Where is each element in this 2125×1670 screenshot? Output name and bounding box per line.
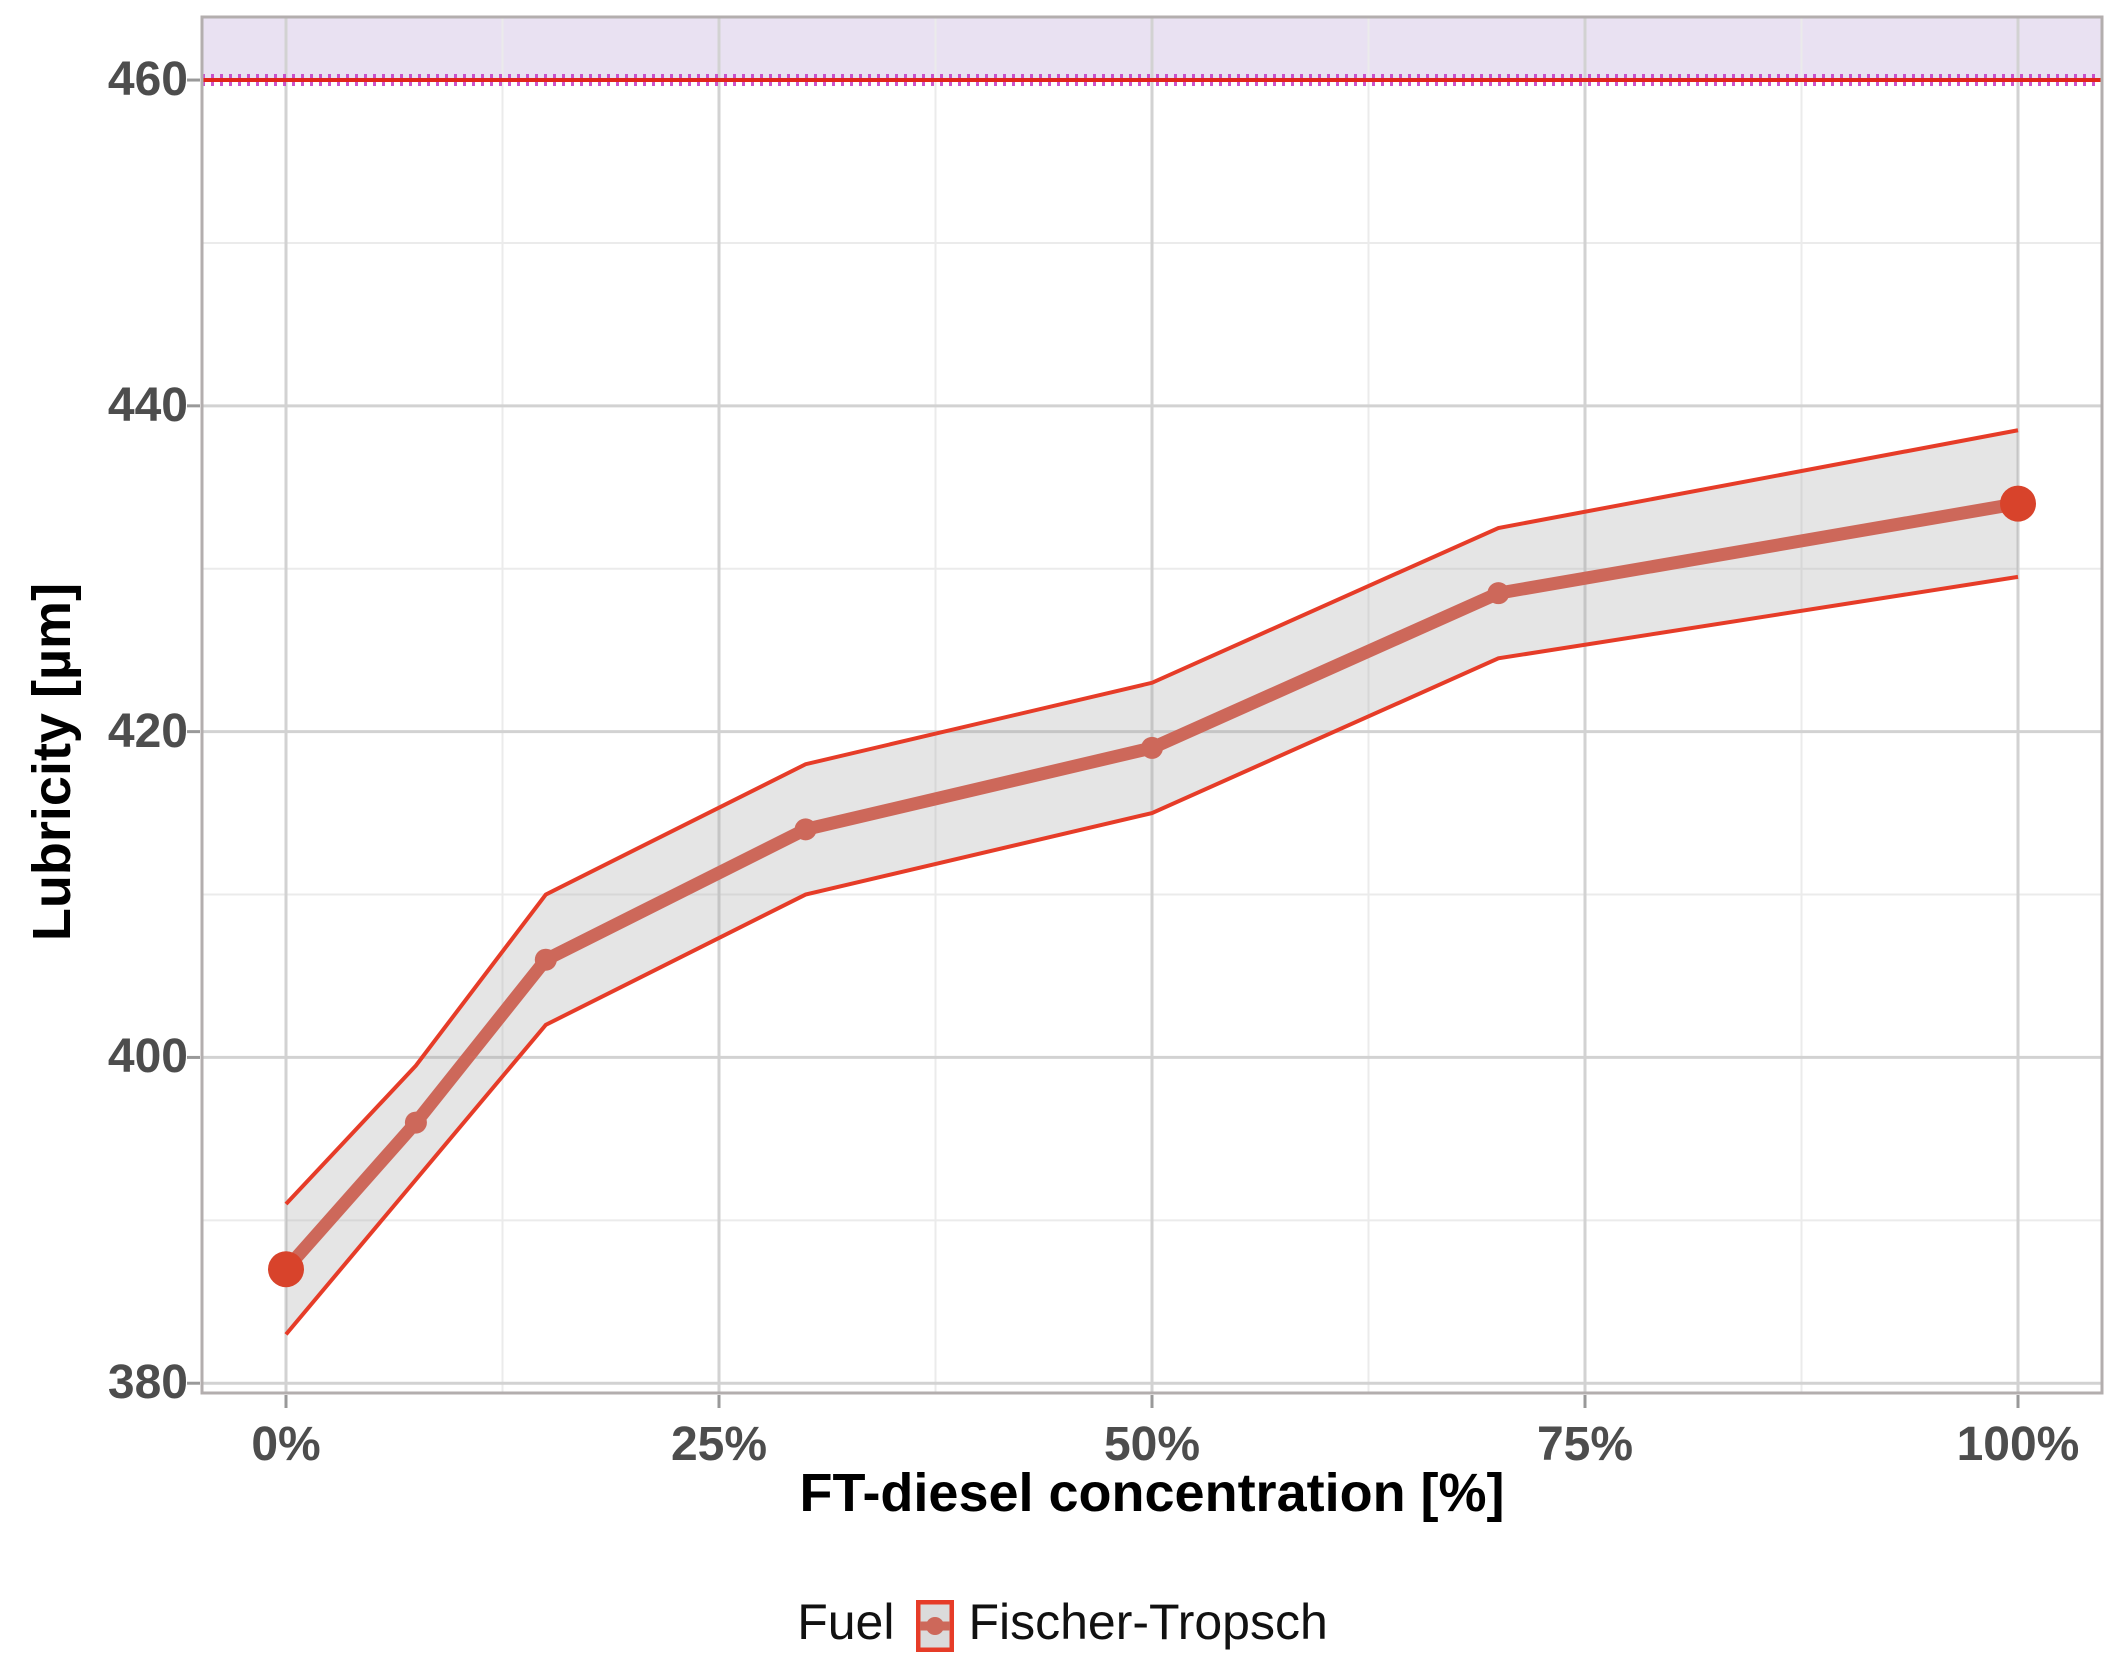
y-tick-label: 380 <box>107 1356 188 1410</box>
legend: Fuel Fischer-Tropsch <box>0 1586 2125 1658</box>
confidence-band-lower-edge <box>284 574 2019 1336</box>
data-point <box>1487 582 1510 605</box>
legend-title: Fuel <box>797 1594 895 1650</box>
y-tick-label: 460 <box>107 53 188 107</box>
data-point <box>794 818 817 841</box>
x-tick-label: 0% <box>251 1418 321 1471</box>
data-point <box>1141 736 1163 759</box>
data-point <box>534 948 557 971</box>
data-point <box>268 1251 305 1288</box>
panel-border <box>200 15 2104 1395</box>
y-tick-label: 400 <box>107 1030 188 1084</box>
y-axis-title: Lubricity [µm] <box>22 582 82 942</box>
confidence-band <box>286 430 2018 1335</box>
legend-key-point <box>926 1617 945 1635</box>
x-tick-label: 25% <box>670 1418 768 1471</box>
legend-key-ribbon-line-icon <box>916 1600 955 1652</box>
y-tick-label: 420 <box>107 704 188 758</box>
x-axis-title: FT-diesel concentration [%] <box>799 1463 1505 1523</box>
y-tick-label: 440 <box>107 378 188 432</box>
data-point <box>404 1111 427 1134</box>
data-point <box>1999 485 2036 522</box>
legend-entry-fischer-tropsch: Fischer-Tropsch <box>968 1594 1328 1650</box>
x-tick-label: 75% <box>1536 1418 1634 1471</box>
confidence-band-upper-edge <box>284 428 2019 1206</box>
x-tick-label: 100% <box>1956 1418 2080 1471</box>
x-tick-label: 50% <box>1103 1418 1201 1471</box>
